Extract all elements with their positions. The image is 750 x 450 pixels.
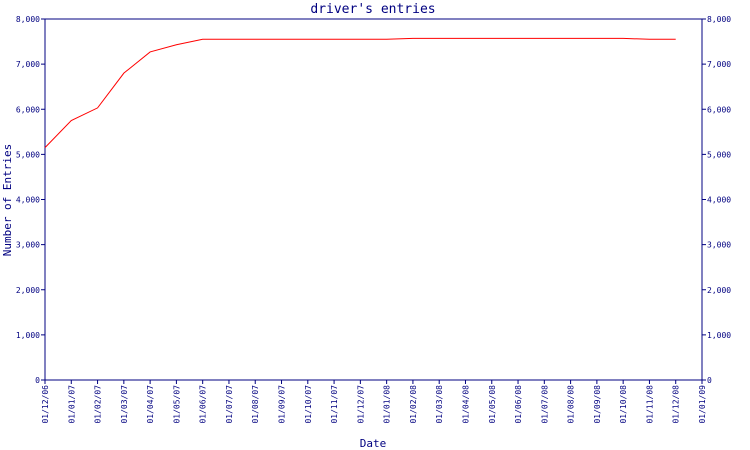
chart-title: driver's entries: [310, 2, 435, 17]
x-tick-label: 01/03/08: [435, 385, 444, 424]
y2-tick-label: 1,000: [707, 331, 731, 340]
y2-tick-label: 3,000: [707, 241, 731, 250]
x-tick-label: 01/11/07: [330, 385, 339, 424]
y-tick-label: 4,000: [16, 196, 40, 205]
x-tick-label: 01/09/07: [278, 385, 287, 424]
y2-tick-label: 8,000: [707, 15, 731, 24]
x-tick-label: 01/05/07: [172, 385, 181, 424]
plot-frame: [44, 18, 703, 381]
x-tick-label: 01/03/07: [120, 385, 129, 424]
x-tick-label: 01/04/08: [461, 385, 470, 424]
x-tick-label: 01/10/08: [619, 385, 628, 424]
y-tick-label: 7,000: [16, 60, 40, 69]
x-tick-label: 01/10/07: [304, 385, 313, 424]
y2-tick-label: 7,000: [707, 60, 731, 69]
y-axis-label: Number of Entries: [1, 144, 14, 257]
x-tick-label: 01/06/08: [514, 385, 523, 424]
x-axis-label: Date: [360, 437, 387, 450]
x-tick-label: 01/05/08: [488, 385, 497, 424]
x-tick-label: 01/09/08: [593, 385, 602, 424]
x-tick-label: 01/01/07: [67, 385, 76, 424]
data-line: [44, 37, 676, 148]
y-tick-label: 3,000: [16, 241, 40, 250]
x-tick-label: 01/07/07: [225, 385, 234, 424]
x-tick-label: 01/12/08: [672, 385, 681, 424]
x-tick-label: 01/04/07: [146, 385, 155, 424]
x-tick-label: 01/12/07: [356, 385, 365, 424]
x-tick-label: 01/12/06: [41, 385, 50, 424]
y2-tick-label: 0: [707, 376, 712, 385]
y-tick-label: 1,000: [16, 331, 40, 340]
x-tick-label: 01/07/08: [540, 385, 549, 424]
y2-tick-label: 5,000: [707, 150, 731, 159]
x-tick-label: 01/01/09: [698, 385, 707, 424]
y-tick-label: 2,000: [16, 286, 40, 295]
x-tick-label: 01/06/07: [199, 385, 208, 424]
x-tick-label: 01/02/07: [94, 385, 103, 424]
y-tick-label: 8,000: [16, 15, 40, 24]
y-tick-label: 0: [35, 376, 40, 385]
x-tick-label: 01/02/08: [409, 385, 418, 424]
y2-tick-label: 6,000: [707, 105, 731, 114]
y2-tick-label: 2,000: [707, 286, 731, 295]
x-tick-label: 01/08/08: [567, 385, 576, 424]
y-tick-label: 6,000: [16, 105, 40, 114]
y-tick-label: 5,000: [16, 150, 40, 159]
x-tick-label: 01/01/08: [383, 385, 392, 424]
x-tick-label: 01/08/07: [251, 385, 260, 424]
y2-tick-label: 4,000: [707, 196, 731, 205]
x-tick-label: 01/11/08: [645, 385, 654, 424]
